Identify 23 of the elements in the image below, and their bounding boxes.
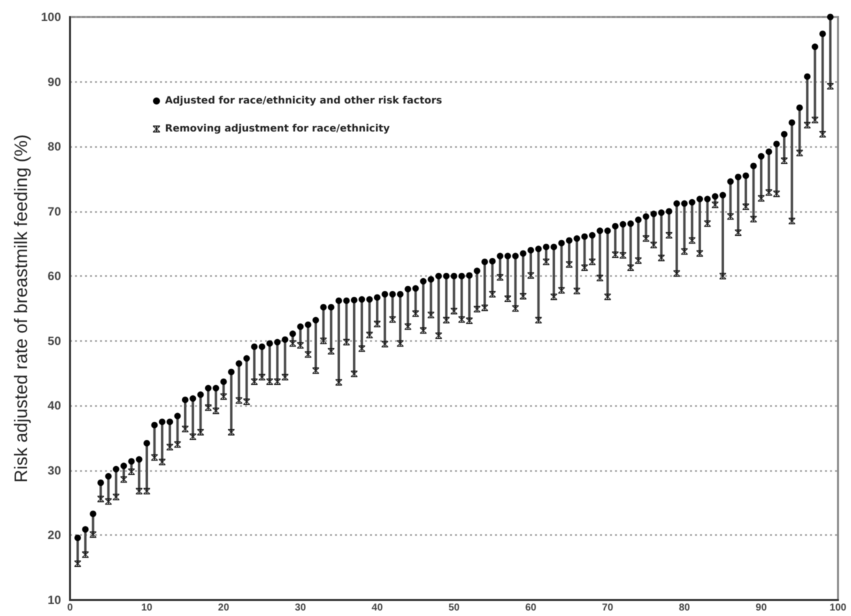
x-tick-label: 0 — [67, 602, 74, 614]
y-tick-label: 30 — [48, 463, 62, 478]
y-tick-label: 80 — [48, 140, 62, 154]
x-tick-label: 10 — [141, 602, 153, 614]
x-tick-label: 70 — [602, 602, 614, 614]
y-tick-label: 70 — [48, 204, 62, 218]
y-tick-label: 60 — [48, 269, 62, 284]
x-tick-label: 40 — [372, 602, 384, 614]
y-tick-label: 40 — [48, 398, 62, 413]
x-tick-label: 30 — [294, 602, 306, 614]
y-tick-label: 90 — [48, 74, 62, 89]
y-tick-label: 100 — [40, 10, 62, 24]
y-axis-title: Risk adjusted rate of breastmilk feeding (%) — [11, 134, 32, 483]
y-tick-label: 50 — [48, 334, 62, 348]
x-tick-label: 20 — [218, 602, 230, 614]
legend-label: Removing adjustment for race/ethnicity — [165, 124, 390, 134]
x-tick-label: 80 — [678, 602, 690, 614]
x-tick-label: 50 — [448, 602, 460, 614]
legend-label: Adjusted for race/ethnicity and other risk factors — [165, 96, 442, 106]
y-tick-label: 20 — [48, 528, 62, 542]
x-tick-label: 100 — [830, 602, 847, 614]
x-tick-label: 60 — [525, 602, 537, 614]
x-tick-label: 90 — [756, 602, 768, 614]
